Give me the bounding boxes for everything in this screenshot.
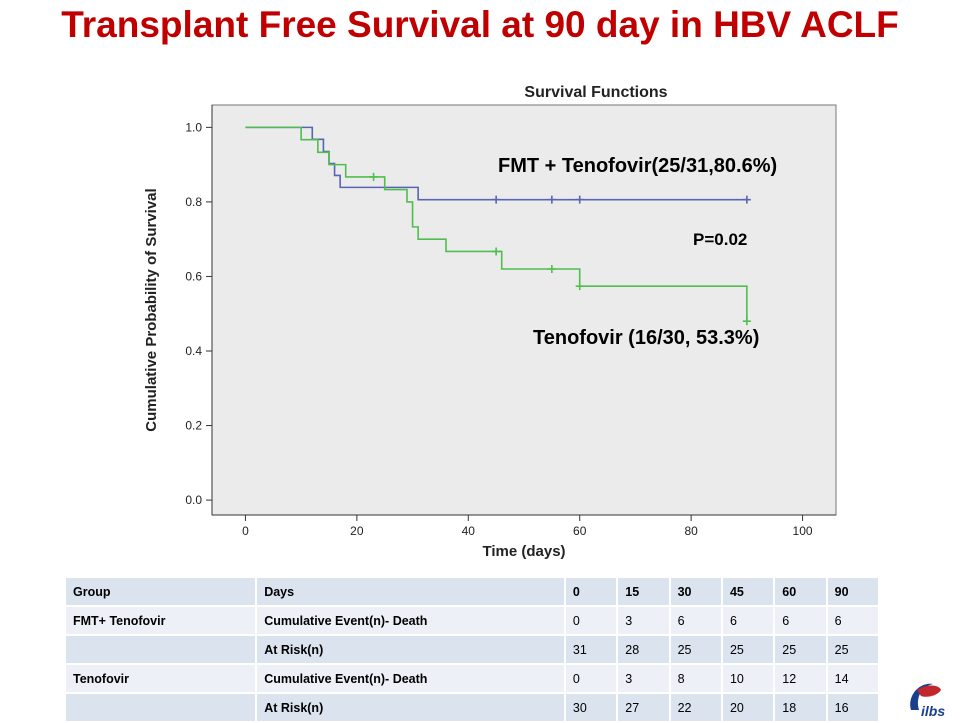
table-cell: 6 <box>720 605 776 636</box>
table-cell: 6 <box>773 605 828 636</box>
censor-mark <box>492 247 501 256</box>
table-cell: Days <box>255 576 566 607</box>
censor-mark <box>547 195 556 204</box>
series-label-tenofovir: Tenofovir (16/30, 53.3%) <box>533 327 759 349</box>
table-row: At Risk(n) 30 27 22 20 18 16 <box>63 692 881 723</box>
table-cell: 3 <box>616 605 671 636</box>
p-value-annotation: P=0.02 <box>693 230 747 249</box>
table-cell: 0 <box>563 605 619 636</box>
survival-line-series-2 <box>245 126 748 322</box>
table-cell: 25 <box>773 634 828 665</box>
table-cell: 30 <box>563 692 619 723</box>
table-cell: 0 <box>563 576 619 607</box>
x-tick-label: 80 <box>684 524 698 538</box>
y-tick-label: 1.0 <box>185 120 202 134</box>
censor-mark <box>492 195 501 204</box>
censor-mark <box>575 282 584 291</box>
table-cell: 45 <box>720 576 776 607</box>
x-tick-label: 100 <box>793 524 813 538</box>
table-cell: 27 <box>616 692 671 723</box>
logo-text: ilbs <box>921 703 945 719</box>
table-row: Tenofovir Cumulative Event(n)- Death 0 3 8 10… <box>63 663 881 694</box>
table-cell: 90 <box>825 576 881 607</box>
table-cell: 18 <box>773 692 828 723</box>
y-tick-label: 0.4 <box>185 344 202 358</box>
y-tick-label: 0.2 <box>185 419 202 433</box>
table-cell: 20 <box>720 692 776 723</box>
table-cell: 10 <box>720 663 776 694</box>
censor-mark <box>742 195 751 204</box>
table-cell: 25 <box>668 634 723 665</box>
table-row: At Risk(n) 31 28 25 25 25 25 <box>63 634 881 665</box>
table-cell <box>63 692 258 723</box>
table-cell: 25 <box>825 634 881 665</box>
table-cell: 31 <box>563 634 619 665</box>
censor-mark <box>547 265 556 273</box>
chart-title: Survival Functions <box>524 84 667 101</box>
ilbs-logo: ilbs <box>910 683 945 719</box>
table-header-row: Group Days 0 15 30 45 60 90 <box>63 576 881 607</box>
table-cell: 12 <box>773 663 828 694</box>
table-cell: 22 <box>668 692 723 723</box>
table-cell: 28 <box>616 634 671 665</box>
censor-mark <box>575 195 584 204</box>
table-cell: FMT+ Tenofovir <box>63 605 258 636</box>
x-tick-label: 20 <box>350 524 364 538</box>
plot-area <box>211 104 837 516</box>
table-cell: Cumulative Event(n)- Death <box>255 663 566 694</box>
logo-swoosh <box>910 683 933 710</box>
y-axis-label: Cumulative Probability of Survival <box>143 188 160 431</box>
table-cell: Group <box>63 576 258 607</box>
table-cell: 3 <box>616 663 671 694</box>
x-tick-label: 40 <box>462 524 476 538</box>
table-cell: 0 <box>563 663 619 694</box>
table-cell <box>63 634 258 665</box>
y-tick-label: 0.8 <box>185 195 202 209</box>
y-tick-label: 0.6 <box>185 269 202 283</box>
table-cell: 16 <box>825 692 881 723</box>
table-cell: 25 <box>720 634 776 665</box>
table-cell: 30 <box>668 576 723 607</box>
censor-mark <box>369 172 378 181</box>
x-tick-label: 60 <box>573 524 587 538</box>
table-cell: 6 <box>825 605 881 636</box>
table-row: FMT+ Tenofovir Cumulative Event(n)- Death… <box>63 605 881 636</box>
table-cell: 15 <box>616 576 671 607</box>
table-cell: 60 <box>773 576 828 607</box>
table-cell: Tenofovir <box>63 663 258 694</box>
x-tick-label: 0 <box>242 524 249 538</box>
at-risk-table: Group Days 0 15 30 45 60 90 FMT+ Tenofovir Cumula… <box>63 576 881 723</box>
km-chart: Survival Functions 0 20 40 60 80 100 0.0 0.2 0.… <box>143 84 837 560</box>
logo-liver-shape <box>917 685 941 697</box>
table-cell: At Risk(n) <box>255 634 566 665</box>
table-cell: 14 <box>825 663 881 694</box>
series-label-fmt: FMT + Tenofovir(25/31,80.6%) <box>498 155 777 177</box>
table-cell: At Risk(n) <box>255 692 566 723</box>
table-cell: 8 <box>668 663 723 694</box>
table-cell: Cumulative Event(n)- Death <box>255 605 566 636</box>
censor-mark <box>742 317 751 326</box>
table-cell: 6 <box>668 605 723 636</box>
slide-title: Transplant Free Survival at 90 day in HB… <box>61 4 899 45</box>
x-axis-label: Time (days) <box>482 543 565 560</box>
y-tick-label: 0.0 <box>185 493 202 507</box>
